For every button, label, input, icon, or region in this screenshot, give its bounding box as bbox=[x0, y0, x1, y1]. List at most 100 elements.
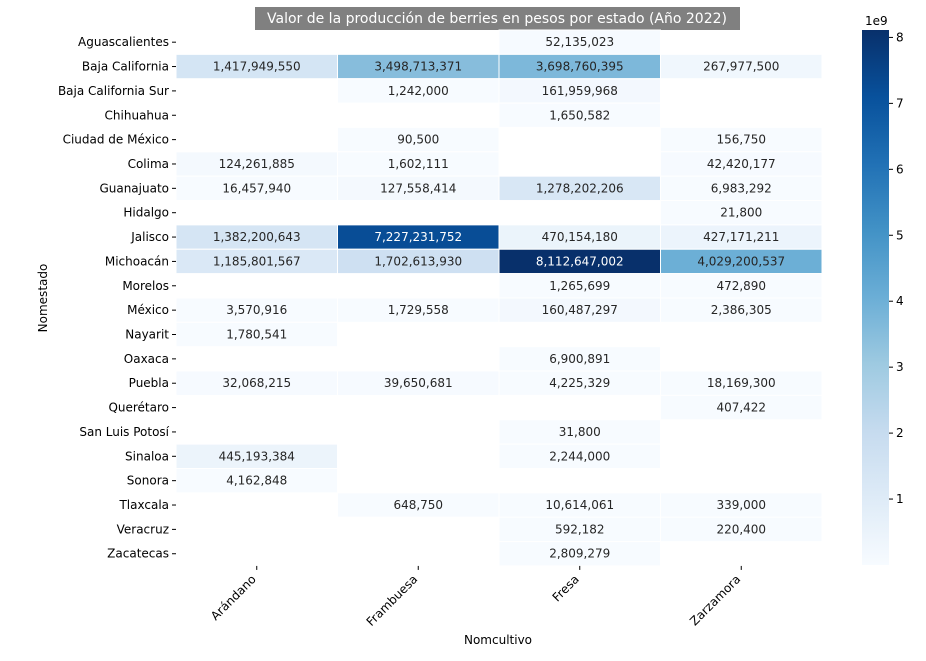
colorbar-offset-label: 1e9 bbox=[865, 14, 888, 28]
y-tick-label: Baja California Sur bbox=[58, 84, 169, 98]
y-tick-label: Puebla bbox=[129, 376, 169, 390]
heatmap-cell bbox=[175, 151, 338, 177]
heatmap-cell bbox=[660, 53, 823, 80]
heatmap-cell bbox=[175, 297, 338, 323]
y-tick-label: Sinaloa bbox=[125, 449, 169, 463]
heatmap-cell bbox=[337, 151, 500, 177]
cell-value-label: 31,800 bbox=[559, 425, 601, 439]
y-tick-label: Querétaro bbox=[108, 401, 169, 415]
heatmap-cell bbox=[660, 492, 823, 518]
colorbar-tick-label: 7 bbox=[896, 96, 904, 110]
cell-value-label: 156,750 bbox=[716, 133, 766, 147]
x-tick-label: Zarzamora bbox=[687, 572, 743, 628]
cell-value-label: 16,457,940 bbox=[222, 181, 291, 195]
y-tick-label: Sonora bbox=[127, 474, 169, 488]
cell-value-label: 10,614,061 bbox=[545, 498, 614, 512]
heatmap-cell bbox=[660, 175, 823, 202]
cell-value-label: 592,182 bbox=[555, 522, 605, 536]
heatmap-cell bbox=[660, 394, 823, 421]
heatmap-cell bbox=[175, 467, 338, 494]
cell-value-label: 470,154,180 bbox=[542, 230, 618, 244]
y-tick-label: Morelos bbox=[122, 279, 169, 293]
cell-value-label: 1,729,558 bbox=[388, 303, 449, 317]
cell-value-label: 1,265,699 bbox=[549, 279, 610, 293]
cell-value-label: 1,602,111 bbox=[388, 157, 449, 171]
heatmap-cell bbox=[660, 370, 823, 396]
y-tick-label: Tlaxcala bbox=[118, 498, 169, 512]
heatmap-cell bbox=[337, 297, 500, 323]
colorbar-tick-label: 6 bbox=[896, 162, 904, 176]
heatmap-cell bbox=[337, 78, 500, 104]
cell-value-label: 124,261,885 bbox=[219, 157, 295, 171]
cell-value-label: 445,193,384 bbox=[219, 449, 295, 463]
heatmap-cell bbox=[498, 370, 661, 396]
heatmap-cell bbox=[498, 419, 661, 445]
y-tick-label: Oaxaca bbox=[124, 352, 169, 366]
colorbar-tick-label: 2 bbox=[896, 426, 904, 440]
heatmap-cell bbox=[498, 248, 661, 275]
cell-value-label: 2,386,305 bbox=[711, 303, 772, 317]
heatmap-cell bbox=[660, 516, 823, 543]
y-tick-label: Baja California bbox=[82, 60, 169, 74]
y-tick-label: Michoacán bbox=[105, 254, 169, 268]
heatmap-cell bbox=[175, 53, 338, 80]
cell-value-label: 3,698,760,395 bbox=[536, 60, 624, 74]
cell-value-label: 1,185,801,567 bbox=[213, 254, 301, 268]
heatmap-cells: 52,135,023 1,417,949,550 3,498,713,371 3,69… bbox=[175, 29, 823, 567]
cell-value-label: 220,400 bbox=[716, 522, 766, 536]
cell-value-label: 18,169,300 bbox=[707, 376, 776, 390]
y-tick-labels: Aguascalientes Baja California Baja Califo… bbox=[58, 35, 176, 561]
y-tick-label: Nayarit bbox=[125, 328, 169, 342]
cell-value-label: 32,068,215 bbox=[222, 376, 291, 390]
chart-title-background bbox=[255, 7, 740, 30]
heatmap-cell bbox=[337, 370, 500, 396]
heatmap-cell bbox=[175, 175, 338, 202]
cell-value-label: 161,959,968 bbox=[542, 84, 618, 98]
cell-value-label: 1,278,202,206 bbox=[536, 181, 624, 195]
heatmap-cell bbox=[660, 224, 823, 250]
cell-value-label: 160,487,297 bbox=[542, 303, 618, 317]
cell-value-label: 1,702,613,930 bbox=[374, 254, 462, 268]
heatmap-cell bbox=[498, 29, 661, 55]
y-tick-label: México bbox=[127, 303, 169, 317]
colorbar-tick-label: 5 bbox=[896, 228, 904, 242]
colorbar-tick-label: 1 bbox=[896, 492, 904, 506]
cell-value-label: 90,500 bbox=[397, 133, 439, 147]
cell-value-label: 4,029,200,537 bbox=[697, 254, 785, 268]
heatmap-cell bbox=[337, 175, 500, 202]
cell-value-label: 1,417,949,550 bbox=[213, 60, 301, 74]
heatmap-cell bbox=[498, 346, 661, 372]
cell-value-label: 39,650,681 bbox=[384, 376, 453, 390]
cell-value-label: 472,890 bbox=[716, 279, 766, 293]
y-tick-label: Ciudad de México bbox=[63, 133, 169, 147]
cell-value-label: 3,570,916 bbox=[226, 303, 287, 317]
heatmap-cell bbox=[498, 297, 661, 323]
y-tick-label: Aguascalientes bbox=[78, 35, 169, 49]
cell-value-label: 6,983,292 bbox=[711, 181, 772, 195]
x-tick-labels: Arándano Frambuesa Fresa Zarzamora bbox=[208, 565, 743, 629]
cell-value-label: 427,171,211 bbox=[703, 230, 779, 244]
heatmap-cell bbox=[660, 297, 823, 323]
colorbar: 1 2 3 4 5 6 7 8 1e9 bbox=[862, 14, 904, 565]
heatmap-cell bbox=[498, 273, 661, 299]
cell-value-label: 648,750 bbox=[393, 498, 443, 512]
heatmap-cell bbox=[175, 224, 338, 250]
heatmap-cell bbox=[660, 273, 823, 299]
heatmap-cell bbox=[175, 443, 338, 469]
y-tick-label: Zacatecas bbox=[107, 547, 169, 561]
heatmap-cell bbox=[498, 443, 661, 469]
cell-value-label: 4,225,329 bbox=[549, 376, 610, 390]
x-tick-label: Frambuesa bbox=[364, 572, 421, 629]
cell-value-label: 4,162,848 bbox=[226, 474, 287, 488]
heatmap-cell bbox=[337, 492, 500, 518]
cell-value-label: 127,558,414 bbox=[380, 181, 456, 195]
heatmap-cell bbox=[660, 200, 823, 226]
heatmap-cell bbox=[498, 102, 661, 128]
y-tick-label: Veracruz bbox=[117, 522, 169, 536]
cell-value-label: 1,780,541 bbox=[226, 328, 287, 342]
cell-value-label: 8,112,647,002 bbox=[536, 254, 624, 268]
cell-value-label: 3,498,713,371 bbox=[374, 60, 462, 74]
x-tick-label: Fresa bbox=[550, 572, 582, 604]
cell-value-label: 407,422 bbox=[716, 401, 766, 415]
chart-title: Valor de la producción de berries en pes… bbox=[267, 11, 727, 27]
